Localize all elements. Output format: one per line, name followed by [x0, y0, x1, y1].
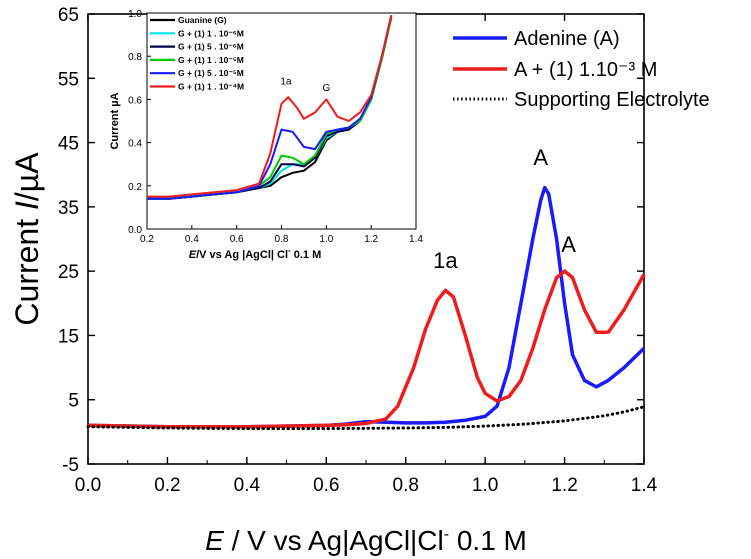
- y-axis-title-plain: Current: [9, 210, 45, 326]
- x-tick-label: 0.8: [393, 475, 419, 496]
- inset-x-tick-label: 0.6: [230, 234, 244, 245]
- x-tick-label: 0.4: [234, 475, 261, 496]
- inset-x-axis-title: E/V vs Ag |AgCl| Cl- 0.1 M: [189, 246, 322, 261]
- x-tick-label: 0.0: [75, 475, 101, 496]
- inset-series-line-g-1-1-10-m: [147, 14, 393, 198]
- inset-y-axis-title: Current µA: [109, 92, 121, 149]
- x-axis-title-rest: / V vs Ag|AgCl|Cl: [224, 525, 444, 556]
- inset-chart: 0.2 0.4 0.6 0.8 1.0 1.2 1.40.00.20.40.60.81.0 …: [109, 9, 423, 261]
- inset-y-tick-label: 0.0: [128, 225, 142, 236]
- y-tick-label: 15: [58, 326, 79, 347]
- inset-x-axis-title-rest: /V vs Ag |AgCl| Cl: [196, 249, 288, 261]
- inset-x-tick-label: 1.0: [319, 234, 333, 245]
- x-tick-label: 0.6: [313, 475, 339, 496]
- inset-y-tick-label: 0.4: [128, 139, 142, 150]
- inset-peak-label-g: G: [322, 83, 330, 94]
- inset-legend: Guanine (G) G + (1) 1 . 10⁻⁶M G + (1) 5 . …: [150, 15, 244, 92]
- y-tick-label: 35: [58, 198, 79, 219]
- x-tick-label: 0.2: [154, 475, 180, 496]
- inset-y-tick-label: 0.2: [128, 182, 142, 193]
- y-tick-label: 65: [58, 5, 79, 26]
- inset-series-line-g-1-5-10-m: [147, 14, 393, 200]
- inset-x-tick-label: 0.2: [140, 234, 154, 245]
- x-axis-title-sup: -: [444, 526, 449, 543]
- inset-x-axis-title-tail: 0.1 M: [291, 249, 322, 261]
- x-tick-label: 1.2: [551, 475, 577, 496]
- y-tick-label: 45: [58, 134, 79, 155]
- inset-legend-label: G + (1) 1 . 10⁻⁴M: [178, 82, 244, 92]
- inset-y-tick-label: 0.8: [128, 52, 142, 63]
- x-tick-label: 1.4: [631, 475, 658, 496]
- legend-label-electrolyte: Supporting Electrolyte: [514, 89, 710, 111]
- y-tick-label: -5: [62, 455, 79, 476]
- peak-label-a-mixture: A: [561, 232, 576, 257]
- y-tick-label: 25: [58, 262, 79, 283]
- inset-legend-label: G + (1) 5 . 10⁻⁵M: [178, 68, 244, 78]
- legend-label-mixture: A + (1) 1.10⁻³ M: [514, 59, 657, 81]
- inset-plot-frame: [146, 12, 417, 230]
- x-tick-label: 1.0: [472, 475, 498, 496]
- series-line-a-1-1-10-m: [87, 269, 646, 429]
- y-axis-title: Current I/µA: [9, 152, 45, 326]
- y-tick-label: 5: [68, 391, 79, 412]
- y-axis-title-unit: /µA: [9, 152, 45, 201]
- inset-legend-label: Guanine (G): [178, 15, 227, 25]
- y-tick-label: 55: [58, 69, 79, 90]
- peak-label-a-adenine: A: [533, 145, 548, 170]
- main-legend: Adenine (A) A + (1) 1.10⁻³ M Supporting …: [453, 28, 710, 111]
- inset-peak-label-1a: 1a: [280, 76, 292, 87]
- peak-label-1a: 1a: [433, 248, 458, 273]
- inset-x-tick-label: 1.2: [364, 234, 378, 245]
- inset-legend-label: G + (1) 5 . 10⁻⁶M: [178, 42, 244, 52]
- inset-y-tick-label: 0.6: [128, 95, 142, 106]
- inset-legend-label: G + (1) 1 . 10⁻⁶M: [178, 28, 244, 38]
- inset-x-axis-title-italic: E: [189, 249, 197, 261]
- legend-label-adenine: Adenine (A): [514, 28, 620, 50]
- inset-legend-label: G + (1) 1 . 10⁻⁵M: [178, 55, 244, 65]
- inset-x-tick-label: 1.4: [409, 234, 423, 245]
- inset-x-tick-label: 0.4: [185, 234, 199, 245]
- inset-y-tick-label: 1.0: [128, 9, 142, 20]
- series-line-supporting-electrolyte: [86, 405, 646, 431]
- y-axis-title-italic: I: [9, 201, 45, 210]
- inset-x-axis-title-sup: -: [288, 246, 291, 255]
- x-axis-title-italic: E: [205, 525, 224, 556]
- inset-x-tick-label: 0.8: [275, 234, 289, 245]
- x-axis-title-tail: 0.1 M: [449, 525, 527, 556]
- x-axis-title: E / V vs Ag|AgCl|Cl- 0.1 M: [205, 525, 527, 556]
